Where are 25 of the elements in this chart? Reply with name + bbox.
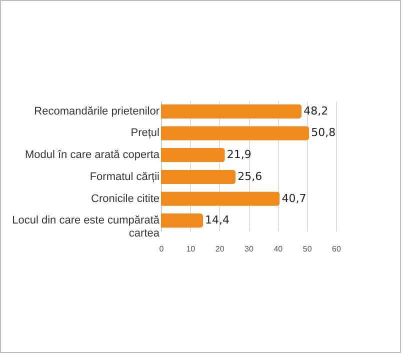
x-tick-label: 30 bbox=[244, 244, 254, 254]
bar bbox=[161, 192, 280, 206]
x-tick-label: 40 bbox=[274, 244, 284, 254]
y-tick-label: Prețul bbox=[130, 127, 160, 140]
bar bbox=[161, 214, 203, 228]
bar bbox=[161, 148, 225, 162]
data-label: 21,9 bbox=[226, 148, 252, 162]
data-label: 14,4 bbox=[205, 214, 230, 227]
x-tick-label: 0 bbox=[159, 244, 164, 254]
y-tick-label: Recomandările prietenilor bbox=[34, 105, 160, 118]
data-label: 50,8 bbox=[311, 126, 336, 140]
data-label: 40,7 bbox=[282, 192, 306, 205]
y-tick-label: Modul în care arată coperta bbox=[24, 149, 160, 162]
data-label: 25,6 bbox=[238, 170, 262, 183]
bar bbox=[161, 170, 236, 184]
y-tick-label: Formatul cărții bbox=[90, 170, 160, 183]
x-tick-label: 60 bbox=[332, 244, 342, 254]
x-tick-label: 10 bbox=[186, 244, 196, 254]
y-tick-label: Locul din care este cumpărată cartea bbox=[12, 214, 160, 240]
x-tick-label: 50 bbox=[302, 244, 312, 254]
bar bbox=[161, 126, 310, 140]
y-tick-label: Cronicile citite bbox=[91, 192, 160, 205]
x-tick-label: 20 bbox=[215, 244, 225, 254]
bar bbox=[161, 104, 302, 118]
data-label: 48,2 bbox=[304, 104, 328, 118]
